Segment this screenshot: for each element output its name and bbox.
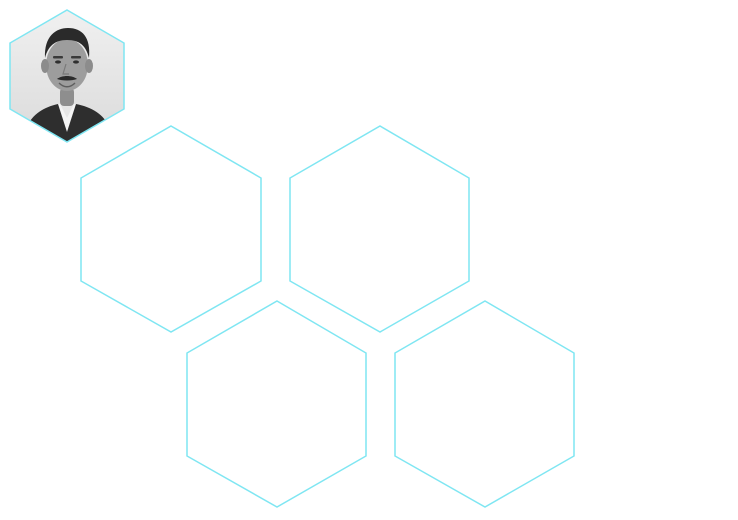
hex-tile-3[interactable] — [186, 300, 367, 508]
avatar[interactable] — [0, 0, 140, 150]
avatar-frame — [9, 9, 125, 143]
hex-tile-4[interactable] — [394, 300, 575, 508]
avatar-photo — [10, 10, 124, 142]
hex-tile-1[interactable] — [80, 125, 262, 333]
hex-tile-2[interactable] — [289, 125, 470, 333]
